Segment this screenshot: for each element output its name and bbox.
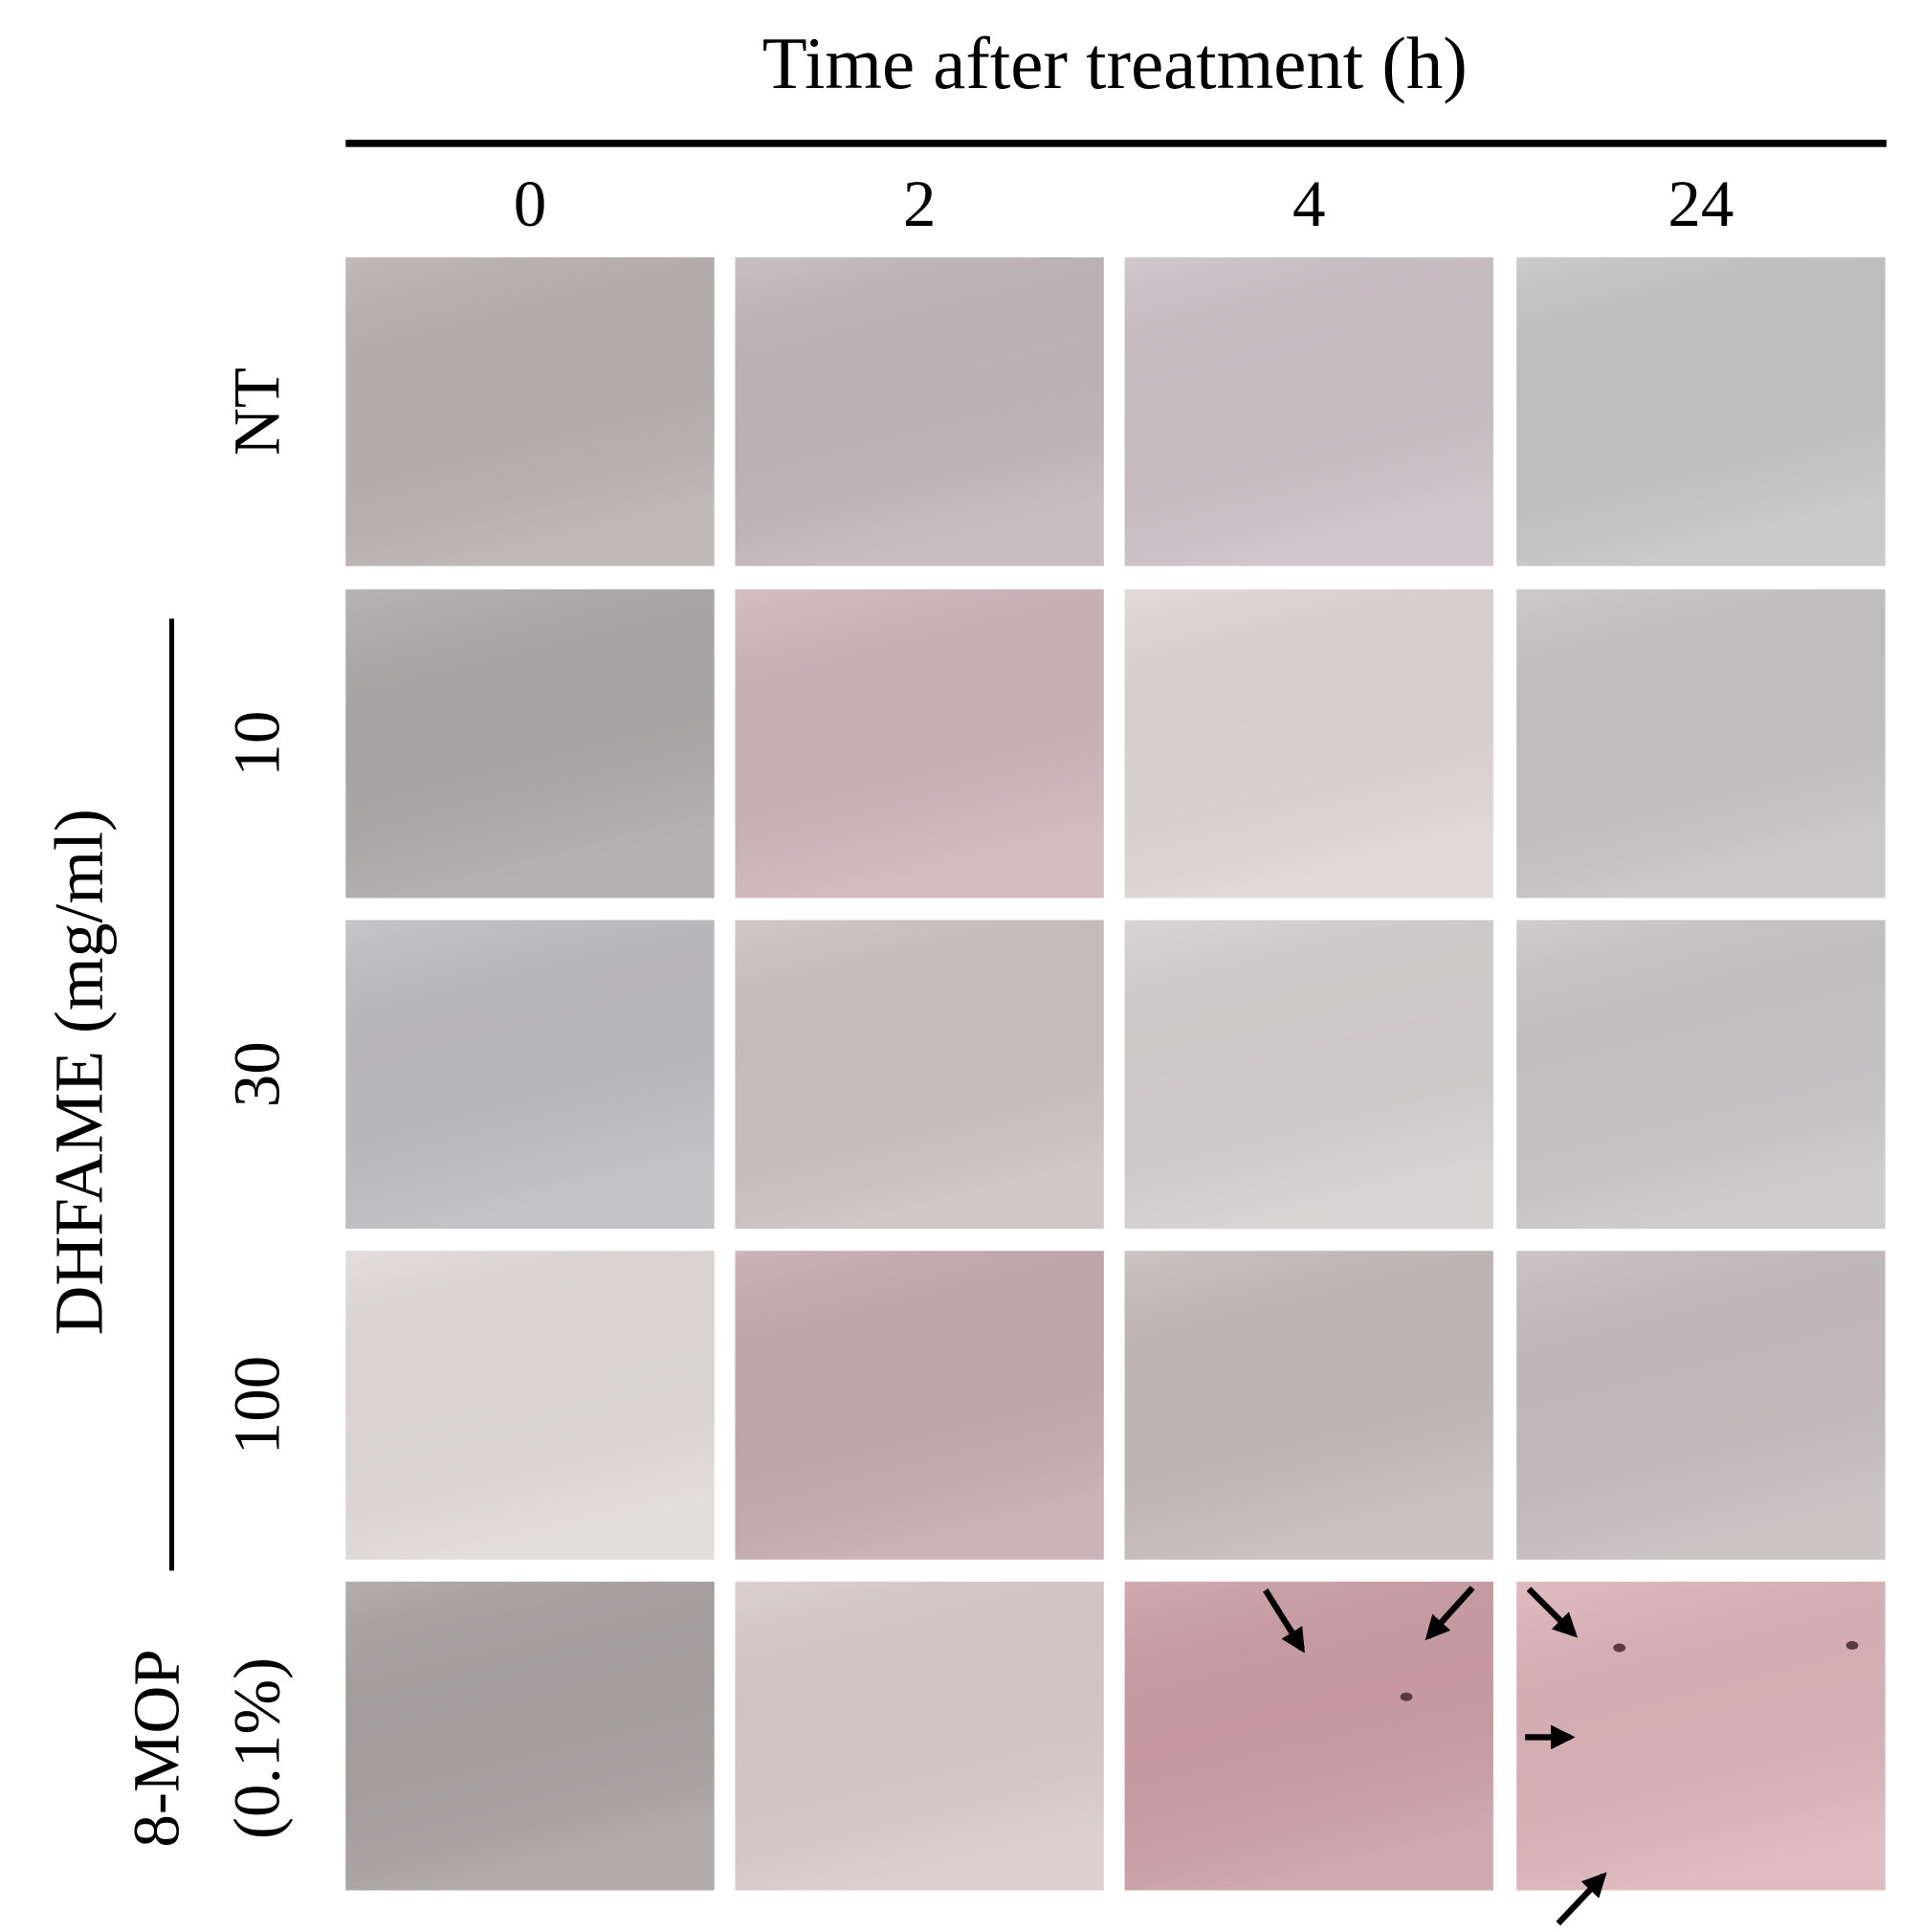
lesion-dot bbox=[1845, 1640, 1859, 1650]
column-label: 0 bbox=[514, 167, 547, 240]
arrow bbox=[1556, 1872, 1607, 1926]
column-label: 4 bbox=[1292, 167, 1326, 240]
photo-shading bbox=[1124, 1251, 1493, 1560]
photo-shading bbox=[735, 1251, 1104, 1560]
row-label: 30 bbox=[219, 1041, 293, 1107]
photo-shading bbox=[735, 256, 1104, 566]
lesion-dot bbox=[1613, 1643, 1626, 1653]
column-label: 24 bbox=[1667, 167, 1733, 240]
photo-shading bbox=[1124, 920, 1493, 1230]
photo-shading bbox=[345, 920, 715, 1230]
photo-shading bbox=[735, 920, 1104, 1230]
row-label: NT bbox=[219, 367, 293, 455]
photo-shading bbox=[1516, 588, 1886, 899]
row-label: 8-MOP bbox=[119, 1649, 192, 1847]
photo-shading bbox=[345, 1251, 715, 1560]
photo-shading bbox=[735, 1581, 1104, 1891]
photo-shading bbox=[735, 588, 1104, 899]
annotations bbox=[1263, 1586, 1859, 1926]
photo-shading bbox=[345, 1581, 715, 1891]
photo-shading bbox=[1516, 1251, 1886, 1560]
photo-shading bbox=[1516, 1581, 1886, 1891]
photo-shading bbox=[345, 588, 715, 899]
photo-shading bbox=[345, 256, 715, 566]
photo-shading bbox=[1124, 588, 1493, 899]
row-label: 100 bbox=[219, 1356, 293, 1455]
arrow bbox=[1263, 1588, 1305, 1654]
column-label: 2 bbox=[903, 167, 937, 240]
lesion-dot bbox=[1400, 1692, 1413, 1701]
arrow bbox=[1424, 1586, 1475, 1641]
photo-shading bbox=[1124, 256, 1493, 566]
header-title: Time after treatment (h) bbox=[762, 23, 1468, 104]
arrow bbox=[1526, 1587, 1579, 1638]
group-label: DHFAME (mg/ml) bbox=[40, 809, 117, 1335]
row-label: 10 bbox=[219, 711, 293, 777]
row-sublabel: (0.1%) bbox=[219, 1657, 293, 1839]
photo-shading bbox=[1516, 920, 1886, 1230]
photo-grid bbox=[345, 256, 1886, 1891]
photo-shading bbox=[1516, 256, 1886, 566]
